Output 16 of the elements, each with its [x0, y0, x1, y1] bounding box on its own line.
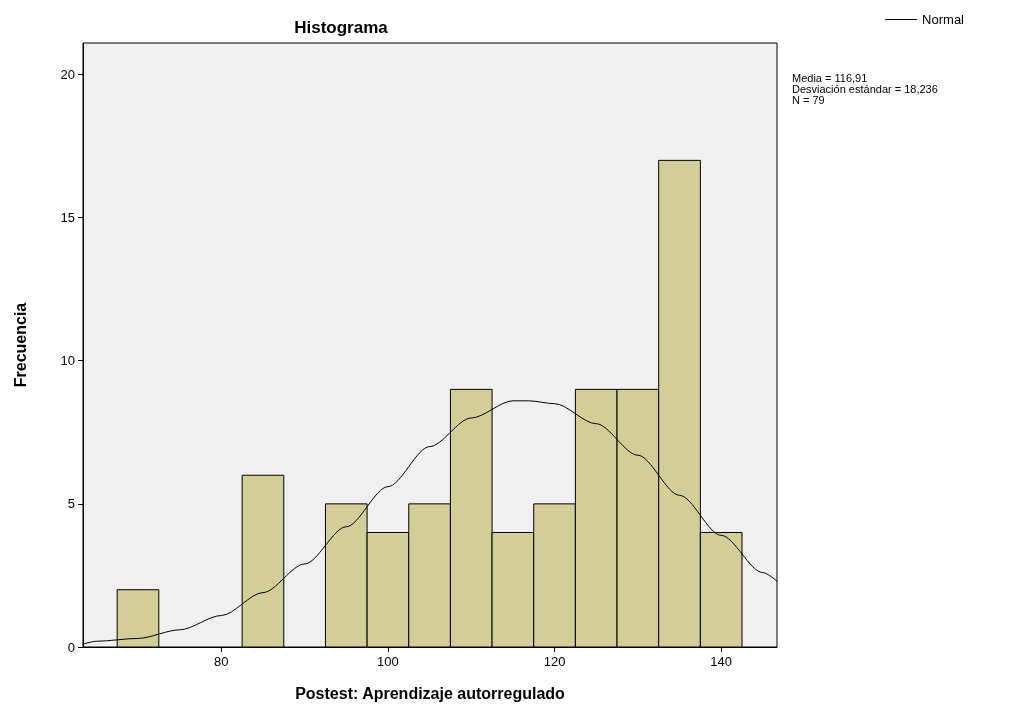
legend-label: Normal	[922, 12, 965, 27]
chart-title: Histograma	[294, 18, 389, 37]
x-axis-title: Postest: Aprendizaje autorregulado	[295, 684, 566, 702]
y-tick-label: 20	[60, 66, 75, 82]
x-tick-label: 80	[214, 654, 229, 669]
y-tick-label: 0	[67, 639, 75, 655]
text: N = 79	[792, 93, 825, 106]
y-tick-label: 15	[60, 210, 75, 226]
y-axis-title: Frecuencia	[11, 302, 29, 388]
x-tick-label: 120	[543, 654, 566, 669]
x-tick-label: 100	[377, 654, 399, 669]
y-tick-label: 5	[67, 496, 75, 512]
text: Media = 116,91	[792, 71, 868, 84]
y-tick-label: 10	[60, 353, 75, 369]
text: Desviación estándar = 18,236	[792, 82, 938, 95]
x-tick-label: 140	[710, 654, 733, 669]
